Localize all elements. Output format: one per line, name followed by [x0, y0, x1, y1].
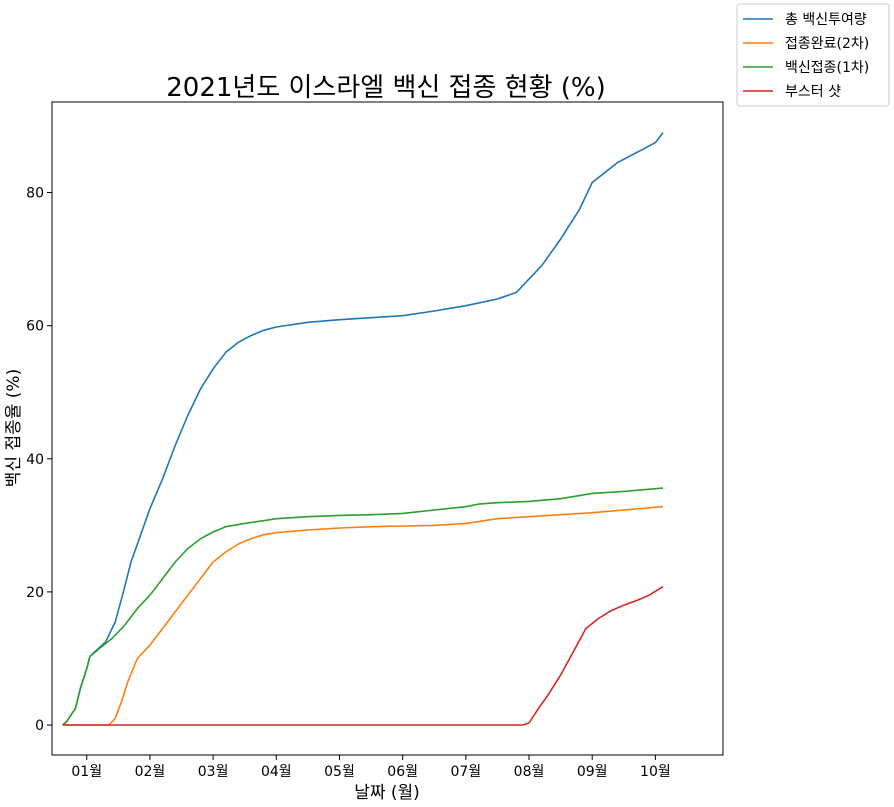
y-tick-label: 80: [26, 186, 44, 202]
x-tick-label: 01월: [71, 764, 102, 780]
legend-frame: [736, 3, 890, 107]
y-axis-label: 백신 접종율 (%): [4, 369, 24, 487]
legend-label: 총 백신투여량: [785, 12, 867, 28]
x-tick-label: 06월: [387, 764, 418, 780]
series-line-1: [62, 505, 664, 726]
x-tick-label: 07월: [450, 764, 481, 780]
x-tick-label: 09월: [577, 764, 608, 780]
series-line-0: [62, 132, 664, 726]
x-axis: 01월 02월 03월 04월 05월 06월 07월 08월 09월 10월: [71, 755, 671, 780]
x-axis-label: 날짜 (월): [354, 783, 420, 803]
x-tick-label: 03월: [198, 764, 229, 780]
x-tick-label: 02월: [135, 764, 166, 780]
x-tick-label: 04월: [261, 764, 292, 780]
y-tick-label: 40: [26, 452, 44, 468]
chart-title: 2021년도 이스라엘 백신 접종 현황 (%): [166, 73, 606, 103]
y-tick-label: 60: [26, 319, 44, 335]
y-tick-label: 20: [26, 585, 44, 601]
x-tick-label: 10월: [640, 764, 671, 780]
series-lines: [62, 132, 664, 726]
series-line-3: [62, 585, 664, 726]
series-line-2: [62, 487, 664, 726]
legend-label: 백신접종(1차): [785, 60, 869, 76]
legend-label: 접종완료(2차): [785, 36, 869, 52]
y-axis: 0 20 40 60 80: [26, 186, 52, 734]
plot-area: [51, 101, 724, 756]
legend-label: 부스터 샷: [785, 84, 841, 100]
x-tick-label: 05월: [324, 764, 355, 780]
y-tick-label: 0: [35, 718, 44, 734]
x-tick-label: 08월: [514, 764, 545, 780]
